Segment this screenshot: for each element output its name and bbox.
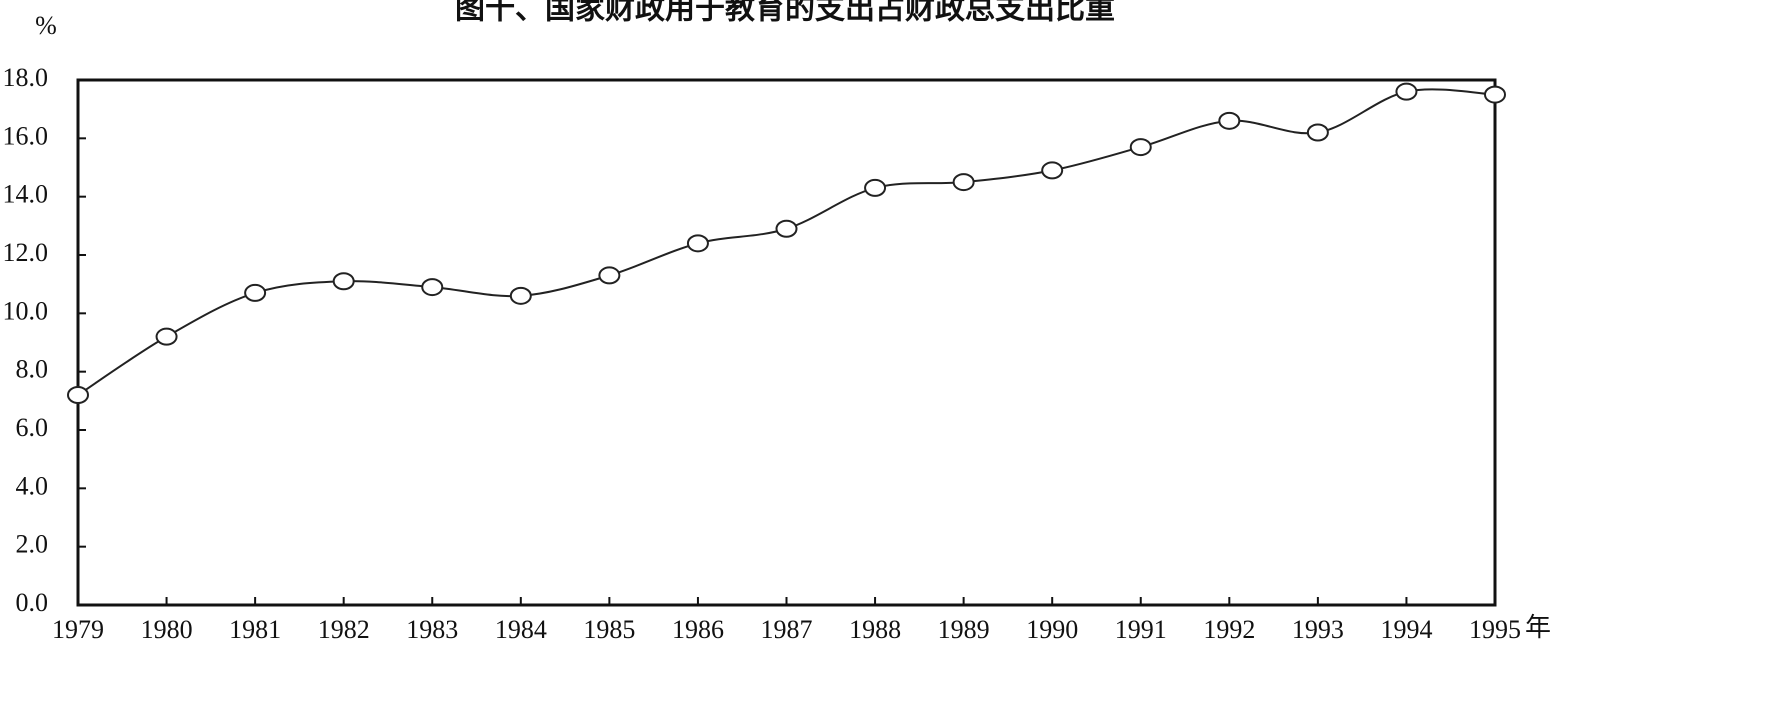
marker: [1306, 123, 1329, 142]
marker: [1041, 161, 1064, 180]
x-tick-label: 1995: [1469, 615, 1521, 644]
x-tick-label: 1981: [229, 615, 281, 644]
y-tick-label: 10.0: [3, 296, 49, 325]
marker: [421, 278, 444, 297]
marker: [775, 219, 798, 238]
marker: [155, 327, 178, 346]
marker: [509, 286, 532, 305]
x-tick-label: 1988: [849, 615, 901, 644]
x-tick-label: 1985: [583, 615, 635, 644]
marker: [686, 234, 709, 253]
line: [77, 88, 1496, 396]
y-tick-label: 12.0: [3, 238, 49, 267]
y-tick-label: 6.0: [16, 413, 49, 442]
marker: [1395, 82, 1418, 101]
marker: [67, 386, 89, 404]
y-tick-label: 8.0: [16, 355, 49, 384]
x-tick-label: 1986: [672, 615, 724, 644]
y-axis-label: %: [35, 11, 57, 40]
x-tick-label: 1980: [141, 615, 193, 644]
marker: [598, 266, 621, 285]
y-tick-label: 2.0: [16, 530, 49, 559]
y-tick-label: 0.0: [16, 588, 49, 617]
plot-frame: [76, 78, 1497, 607]
x-tick-label: 1984: [495, 615, 547, 644]
chart-title: 图十、国家财政用于教育的支出占财政总支出比重: [455, 0, 1115, 27]
x-tick-label: 1991: [1115, 615, 1167, 644]
x-tick-label: 1983: [406, 615, 458, 644]
y-tick-label: 4.0: [16, 471, 49, 500]
y-tick-label: 18.0: [3, 63, 49, 92]
marker: [1484, 85, 1506, 104]
x-tick-label: 1987: [761, 615, 813, 644]
x-tick-label: 1993: [1292, 615, 1344, 644]
x-tick-label: 1994: [1380, 615, 1432, 644]
x-tick-label: 1990: [1026, 615, 1078, 644]
y-tick-label: 14.0: [3, 180, 49, 209]
marker: [244, 283, 267, 302]
x-tick-label: 1992: [1203, 615, 1255, 644]
x-tick-label: 1979: [52, 615, 104, 644]
marker: [1129, 138, 1152, 157]
marker: [332, 272, 355, 291]
x-axis-label: 年: [1525, 613, 1551, 642]
marker: [952, 173, 975, 192]
marker: [864, 178, 887, 197]
x-tick-label: 1982: [318, 615, 370, 644]
marker: [1218, 111, 1241, 130]
x-tick-label: 1989: [938, 615, 990, 644]
y-tick-label: 16.0: [3, 121, 49, 150]
